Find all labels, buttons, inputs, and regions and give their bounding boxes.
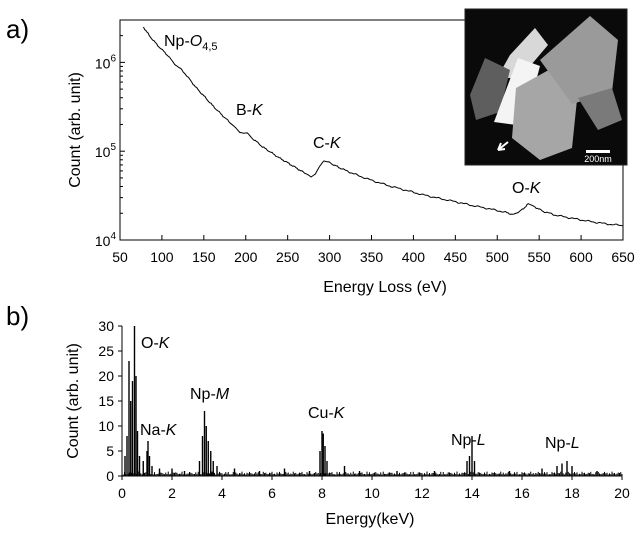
inset-crystal-5 bbox=[540, 16, 618, 104]
eels-chart: 50 100 150 200 250 300 350 400 450 500 550 600 650 10… bbox=[67, 8, 635, 296]
annotation-c-k-base: C- bbox=[313, 135, 330, 152]
eels-x-tick-label: 200 bbox=[234, 249, 258, 265]
eds-y-tick-label: 30 bbox=[98, 318, 114, 334]
annotation-c-k-italic: K bbox=[330, 135, 342, 152]
inset-micrograph: 200nm bbox=[464, 8, 628, 166]
panel-b-label: b) bbox=[6, 301, 29, 331]
annotation-np-m-base: Np- bbox=[190, 386, 216, 403]
eels-x-tick-label: 400 bbox=[402, 249, 426, 265]
eds-x-tick-label: 8 bbox=[318, 485, 326, 501]
inset-scalebar-label: 200nm bbox=[584, 154, 612, 164]
annotation-np-l-1: Np-L bbox=[451, 432, 486, 449]
eds-y-tick-label: 20 bbox=[98, 368, 114, 384]
inset-crystal-1 bbox=[497, 28, 548, 78]
annotation-np-m-italic: M bbox=[216, 386, 230, 403]
eels-x-tick-label: 250 bbox=[276, 249, 300, 265]
eels-x-tick-label: 50 bbox=[112, 249, 128, 265]
annotation-o-k-eds: O-K bbox=[141, 335, 171, 352]
annotation-cu-k-base: Cu- bbox=[308, 405, 334, 422]
eels-x-tick-label: 650 bbox=[611, 249, 635, 265]
annotation-o-k-eds-base: O- bbox=[141, 335, 159, 352]
annotation-cu-k: Cu-K bbox=[308, 405, 346, 422]
eels-y-tick-exp: 5 bbox=[110, 142, 116, 153]
eds-y-axis-title: Count (arb. unit) bbox=[65, 343, 82, 459]
inset-arrow-icon bbox=[497, 141, 509, 151]
annotation-np-l-2-base: Np- bbox=[545, 435, 571, 452]
eels-x-tick-label: 300 bbox=[318, 249, 342, 265]
eds-peaks bbox=[122, 326, 623, 476]
eels-y-axis-title: Count (arb. unit) bbox=[67, 72, 84, 188]
inset-crystal-2 bbox=[470, 58, 510, 120]
eels-x-tick-label: 350 bbox=[360, 249, 384, 265]
annotation-np-o45-italic: O bbox=[190, 33, 202, 50]
eds-x-tick-label: 12 bbox=[414, 485, 430, 501]
eds-x-axis-title: Energy(keV) bbox=[326, 511, 415, 528]
annotation-na-k: Na-K bbox=[140, 422, 178, 439]
eds-y-tick-label: 5 bbox=[106, 443, 114, 459]
eds-x-tick-label: 6 bbox=[268, 485, 276, 501]
annotation-b-k-italic: K bbox=[252, 102, 264, 119]
eels-y-tick-exp: 6 bbox=[110, 53, 116, 64]
inset-crystal-6 bbox=[578, 88, 622, 130]
annotation-np-o45-base: Np- bbox=[164, 33, 190, 50]
eds-x-tick-label: 16 bbox=[514, 485, 530, 501]
eels-spectrum-line bbox=[143, 26, 624, 227]
eels-y-tick-label: 105 bbox=[95, 142, 117, 160]
annotation-np-l-2-italic: L bbox=[571, 435, 580, 452]
eels-x-tick-label: 550 bbox=[527, 249, 551, 265]
eds-x-tick-label: 10 bbox=[364, 485, 380, 501]
eels-x-axis-title: Energy Loss (eV) bbox=[323, 279, 447, 296]
annotation-cu-k-italic: K bbox=[334, 405, 346, 422]
eds-y-tick-label: 10 bbox=[98, 418, 114, 434]
annotation-na-k-italic: K bbox=[166, 422, 178, 439]
eels-x-tick-label: 500 bbox=[486, 249, 510, 265]
eds-x-tick-label: 14 bbox=[464, 485, 480, 501]
eels-y-tick-base: 10 bbox=[95, 55, 111, 71]
eds-y-tick-label: 25 bbox=[98, 343, 114, 359]
annotation-c-k: C-K bbox=[313, 135, 342, 152]
eds-y-tick-label: 0 bbox=[106, 468, 114, 484]
eels-y-tick-base: 10 bbox=[95, 233, 111, 249]
eds-x-tick-label: 0 bbox=[118, 485, 126, 501]
eds-x-tick-label: 18 bbox=[564, 485, 580, 501]
annotation-np-l-1-italic: L bbox=[477, 432, 486, 449]
eels-y-tick-label: 106 bbox=[95, 53, 117, 71]
annotation-o-k-eels-base: O- bbox=[512, 180, 530, 197]
annotation-o-k-eds-italic: K bbox=[159, 335, 171, 352]
annotation-np-l-1-base: Np- bbox=[451, 432, 477, 449]
eels-x-tick-label: 450 bbox=[444, 249, 468, 265]
eds-x-tick-label: 4 bbox=[218, 485, 226, 501]
eels-x-tick-label: 100 bbox=[150, 249, 174, 265]
annotation-o-k-eels: O-K bbox=[512, 180, 542, 197]
annotation-na-k-base: Na- bbox=[140, 422, 166, 439]
eds-x-tick-label: 20 bbox=[614, 485, 630, 501]
annotation-o-k-eels-italic: K bbox=[530, 180, 542, 197]
annotation-b-k: B-K bbox=[236, 102, 264, 119]
eds-x-tick-label: 2 bbox=[168, 485, 176, 501]
panel-a-label: a) bbox=[6, 14, 29, 44]
eds-axis-ticks: 0 2 4 6 8 10 12 14 16 18 20 0 5 10 15 20 25 30 bbox=[98, 318, 630, 501]
eels-y-tick-exp: 4 bbox=[110, 231, 116, 242]
annotation-np-o45-sub: 4,5 bbox=[202, 41, 217, 53]
annotation-b-k-base: B- bbox=[236, 102, 252, 119]
eds-chart: 0 2 4 6 8 10 12 14 16 18 20 0 5 10 15 20 25 30 Energy(keV… bbox=[65, 318, 630, 528]
eels-y-tick-label: 104 bbox=[95, 231, 117, 249]
eds-y-tick-label: 15 bbox=[98, 393, 114, 409]
eels-axis-ticks: 50 100 150 200 250 300 350 400 450 500 550 600 650 10… bbox=[95, 19, 635, 265]
eels-y-tick-base: 10 bbox=[95, 144, 111, 160]
annotation-np-o45: Np-O4,5 bbox=[164, 33, 218, 53]
inset-scalebar bbox=[586, 150, 610, 153]
eels-x-tick-label: 600 bbox=[569, 249, 593, 265]
eels-x-tick-label: 150 bbox=[192, 249, 216, 265]
annotation-np-m: Np-M bbox=[190, 386, 230, 403]
annotation-np-l-2: Np-L bbox=[545, 435, 580, 452]
